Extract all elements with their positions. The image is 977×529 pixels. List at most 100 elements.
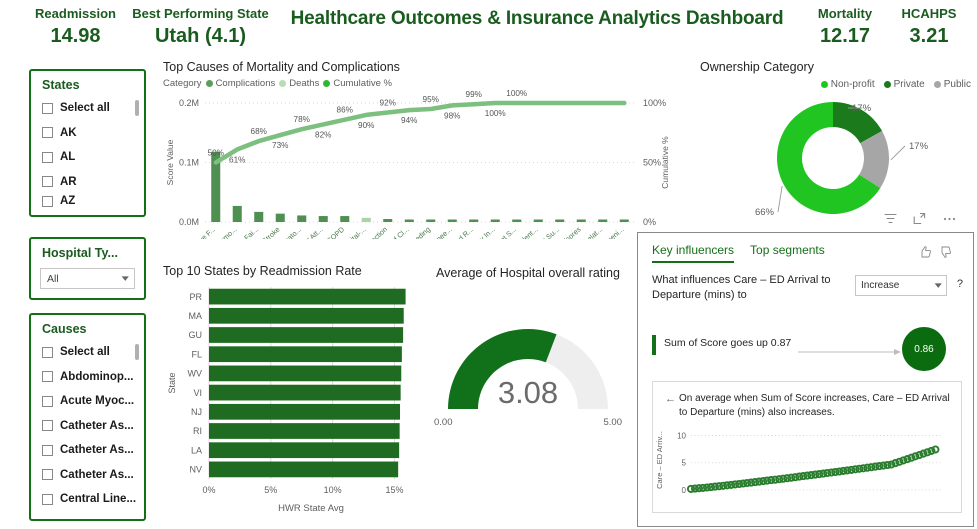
- scatter-point[interactable]: [715, 482, 724, 491]
- checkbox-icon[interactable]: [42, 127, 53, 139]
- pareto-bar[interactable]: [490, 219, 500, 223]
- filter-icon[interactable]: [884, 212, 897, 225]
- pareto-bar[interactable]: [555, 219, 565, 223]
- checkbox-icon[interactable]: [42, 420, 53, 432]
- slicer-states-scrollbar[interactable]: [135, 100, 139, 116]
- pareto-bar[interactable]: [275, 213, 285, 222]
- pareto-bar[interactable]: [361, 217, 371, 222]
- slicer-item-acute-myocardial[interactable]: Acute Myoc...: [42, 389, 144, 414]
- scatter-point[interactable]: [891, 459, 900, 468]
- scatter-point[interactable]: [702, 483, 712, 492]
- pareto-bar[interactable]: [598, 219, 608, 223]
- slicer-item-select-all[interactable]: Select all: [42, 96, 144, 121]
- donut-slice[interactable]: [859, 131, 889, 189]
- pareto-bar[interactable]: [254, 211, 264, 222]
- legend-item-public[interactable]: Public: [933, 79, 971, 90]
- scatter-point[interactable]: [907, 453, 916, 462]
- influencer-scatter-plot[interactable]: 0 5 10 Care – ED Arriv...: [653, 420, 961, 508]
- legend-item-private[interactable]: Private: [883, 79, 925, 90]
- slicer-item-az[interactable]: AZ: [42, 194, 144, 208]
- scatter-point[interactable]: [706, 483, 716, 492]
- scatter-point[interactable]: [927, 446, 936, 455]
- slicer-item-central-line[interactable]: Central Line...: [42, 487, 144, 512]
- scatter-point[interactable]: [867, 463, 876, 472]
- scatter-point[interactable]: [698, 483, 708, 492]
- scatter-point[interactable]: [791, 473, 800, 482]
- scatter-point[interactable]: [887, 460, 896, 469]
- legend-item-complications[interactable]: Complications: [205, 78, 275, 89]
- scatter-point[interactable]: [843, 466, 852, 475]
- scatter-point[interactable]: [690, 484, 700, 493]
- state-bar[interactable]: [209, 307, 404, 324]
- state-bar[interactable]: [209, 384, 401, 401]
- pareto-bar[interactable]: [383, 219, 393, 222]
- scatter-point[interactable]: [759, 477, 768, 486]
- scatter-point[interactable]: [875, 462, 884, 471]
- influence-direction-dropdown[interactable]: Increase ▾: [855, 275, 947, 296]
- pareto-bar[interactable]: [619, 219, 629, 223]
- scatter-point[interactable]: [727, 480, 736, 489]
- scatter-point[interactable]: [694, 484, 704, 493]
- pareto-bar[interactable]: [533, 219, 543, 223]
- checkbox-icon[interactable]: [42, 395, 53, 407]
- hospital-type-dropdown[interactable]: All ▾: [40, 268, 135, 289]
- scatter-point[interactable]: [751, 478, 760, 487]
- slicer-item-catheter-3[interactable]: Catheter As...: [42, 463, 144, 488]
- scatter-point[interactable]: [931, 445, 940, 454]
- scatter-point[interactable]: [807, 471, 816, 480]
- scatter-point[interactable]: [739, 479, 748, 488]
- legend-item-cumulative[interactable]: Cumulative %: [323, 78, 392, 89]
- scatter-point[interactable]: [723, 481, 732, 490]
- scatter-point[interactable]: [783, 474, 792, 483]
- help-icon[interactable]: ?: [956, 278, 963, 290]
- slicer-item-ak[interactable]: AK: [42, 121, 144, 146]
- pareto-bar[interactable]: [447, 219, 457, 223]
- scatter-point[interactable]: [919, 449, 928, 458]
- pareto-bar[interactable]: [469, 219, 479, 223]
- checkbox-icon[interactable]: [42, 346, 53, 358]
- checkbox-icon[interactable]: [42, 444, 53, 456]
- scatter-point[interactable]: [903, 455, 912, 464]
- scatter-point[interactable]: [747, 478, 756, 487]
- focus-mode-icon[interactable]: [913, 212, 926, 225]
- scatter-point[interactable]: [771, 475, 780, 484]
- scatter-point[interactable]: [895, 457, 904, 466]
- slicer-causes-scrollbar[interactable]: [135, 344, 139, 360]
- checkbox-icon[interactable]: [42, 469, 53, 481]
- slicer-hospital-type[interactable]: Hospital Ty... All ▾: [29, 237, 146, 300]
- scatter-point[interactable]: [799, 472, 808, 481]
- donut-slice[interactable]: [833, 102, 883, 144]
- slicer-item-catheter-1[interactable]: Catheter As...: [42, 414, 144, 439]
- state-bar[interactable]: [209, 365, 402, 382]
- pareto-bar[interactable]: [340, 216, 350, 222]
- key-influencers-tabs[interactable]: Key influencers Top segments: [638, 233, 973, 263]
- scatter-point[interactable]: [710, 482, 720, 491]
- back-arrow-icon[interactable]: ←: [665, 393, 676, 405]
- scatter-point[interactable]: [911, 452, 920, 461]
- state-bar[interactable]: [209, 403, 401, 420]
- scatter-point[interactable]: [686, 484, 696, 493]
- scatter-point[interactable]: [731, 480, 740, 489]
- influencer-bubble[interactable]: 0.86: [902, 327, 946, 371]
- thumbs-down-icon[interactable]: [939, 245, 953, 259]
- scatter-point[interactable]: [871, 462, 880, 471]
- checkbox-icon[interactable]: [42, 151, 53, 163]
- slicer-item-select-all[interactable]: Select all: [42, 340, 144, 365]
- slicer-states-list[interactable]: Select all AK AL AR AZ: [31, 96, 144, 208]
- checkbox-icon[interactable]: [42, 195, 53, 207]
- scatter-point[interactable]: [779, 474, 788, 483]
- donut-slice[interactable]: [777, 102, 881, 214]
- slicer-causes[interactable]: Causes Select all Abdominop... Acute Myo…: [29, 313, 146, 521]
- scatter-point[interactable]: [855, 464, 864, 473]
- slicer-item-catheter-2[interactable]: Catheter As...: [42, 438, 144, 463]
- slicer-item-abdominoplasty[interactable]: Abdominop...: [42, 365, 144, 390]
- pareto-bar[interactable]: [576, 219, 586, 223]
- rating-gauge-plot-area[interactable]: 3.08 0.00 5.00: [418, 281, 638, 471]
- slicer-causes-list[interactable]: Select all Abdominop... Acute Myoc... Ca…: [31, 340, 144, 512]
- state-bar[interactable]: [209, 327, 404, 343]
- scatter-point[interactable]: [827, 468, 836, 477]
- pareto-bar[interactable]: [512, 219, 522, 223]
- scatter-point[interactable]: [787, 473, 796, 482]
- legend-item-nonprofit[interactable]: Non-profit: [820, 79, 875, 90]
- legend-item-deaths[interactable]: Deaths: [279, 78, 319, 89]
